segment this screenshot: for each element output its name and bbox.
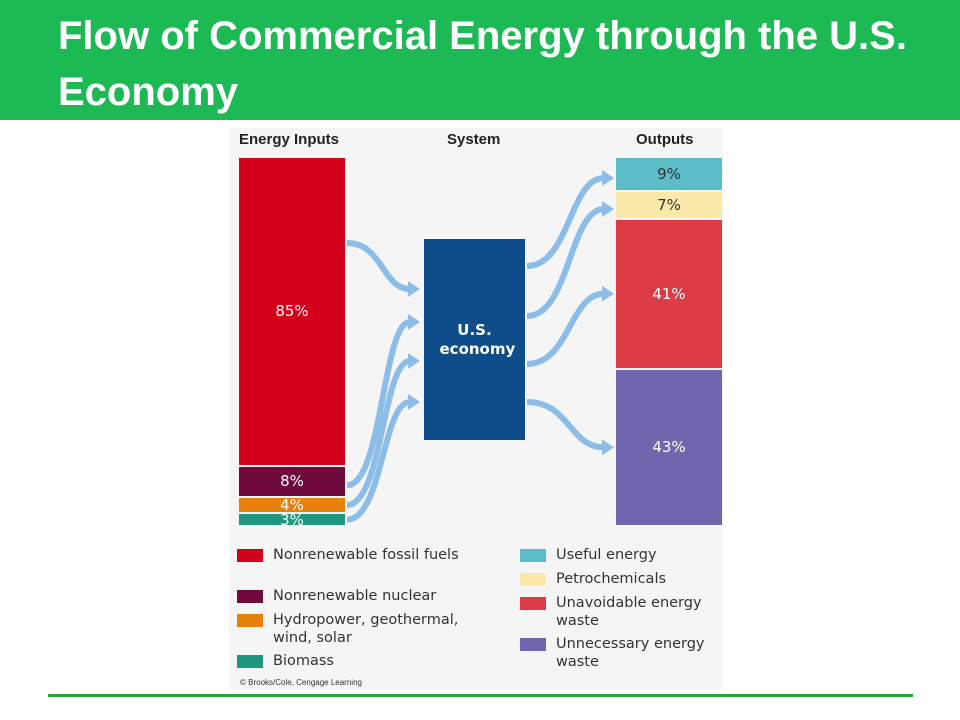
- flow-arrowhead: [408, 281, 420, 297]
- legend-label: Hydropower, geothermal, wind, solar: [273, 612, 459, 646]
- title-bar: Flow of Commercial Energy through the U.…: [0, 0, 960, 120]
- outputs-header: Outputs: [636, 131, 694, 148]
- output-segment: 7%: [616, 192, 722, 218]
- legend-item: Petrochemicals: [520, 570, 710, 588]
- system-box: U.S. economy: [424, 239, 525, 440]
- legend-item: Useful energy: [520, 546, 710, 564]
- output-percent-label: 41%: [652, 284, 686, 303]
- flow-arrowhead: [602, 285, 614, 302]
- input-segment: 8%: [239, 466, 345, 496]
- system-box-label: U.S. economy: [439, 320, 516, 358]
- flow-arrow: [526, 175, 605, 269]
- flow-arrow: [526, 399, 605, 451]
- flow-arrowhead: [408, 314, 420, 330]
- legend-swatch: [520, 573, 546, 586]
- flow-arrowhead: [602, 439, 614, 456]
- legend-swatch: [520, 638, 546, 651]
- flow-arrowhead: [408, 353, 420, 369]
- legend-label: Petrochemicals: [556, 571, 667, 587]
- input-segment: 4%: [239, 495, 345, 514]
- output-segment: 9%: [616, 158, 722, 191]
- legend-swatch: [237, 614, 263, 627]
- legend-item: Unnecessary energy waste: [520, 635, 710, 671]
- flow-arrow: [526, 290, 605, 367]
- legend-label: Useful energy: [556, 547, 657, 563]
- input-percent-label: 8%: [280, 472, 304, 491]
- output-segment: 43%: [616, 369, 722, 525]
- legend-item: Hydropower, geothermal, wind, solar: [237, 611, 477, 647]
- input-percent-label: 85%: [275, 302, 309, 321]
- bottom-rule: [48, 694, 913, 697]
- flow-arrow: [346, 319, 411, 489]
- flow-arrow: [346, 358, 411, 508]
- input-segment: 3%: [239, 511, 345, 529]
- flow-arrow: [346, 399, 411, 523]
- legend-item: Unavoidable energy waste: [520, 594, 710, 630]
- legend-swatch: [237, 549, 263, 562]
- legend-label: Unavoidable energy waste: [556, 595, 702, 629]
- input-percent-label: 3%: [280, 510, 304, 529]
- legend-item: Nonrenewable nuclear: [237, 587, 477, 605]
- legend-swatch: [520, 549, 546, 562]
- output-segment: 41%: [616, 219, 722, 368]
- legend-item: Nonrenewable fossil fuels: [237, 546, 477, 564]
- flow-arrow: [346, 240, 411, 292]
- legend-swatch: [520, 597, 546, 610]
- flow-arrow: [526, 206, 605, 319]
- output-percent-label: 43%: [652, 438, 686, 457]
- flow-arrowhead: [602, 170, 614, 186]
- legend-label: Biomass: [273, 653, 334, 669]
- inputs-header: Energy Inputs: [239, 131, 340, 148]
- slide-title: Flow of Commercial Energy through the U.…: [58, 14, 907, 114]
- input-segment: 85%: [239, 158, 345, 465]
- legend-label: Unnecessary energy waste: [556, 636, 705, 670]
- input-percent-label: 4%: [280, 495, 304, 514]
- legend-label: Nonrenewable fossil fuels: [273, 547, 459, 563]
- legend-item: Biomass: [237, 652, 477, 670]
- credit-line: © Brooks/Cole, Cengage Learning: [240, 678, 362, 687]
- legend-swatch: [237, 590, 263, 603]
- output-percent-label: 9%: [657, 165, 681, 184]
- system-header: System: [447, 131, 501, 148]
- legend-label: Nonrenewable nuclear: [273, 588, 437, 604]
- flow-arrowhead: [602, 201, 614, 217]
- output-percent-label: 7%: [657, 196, 681, 215]
- legend-swatch: [237, 655, 263, 668]
- flow-arrowhead: [408, 394, 420, 410]
